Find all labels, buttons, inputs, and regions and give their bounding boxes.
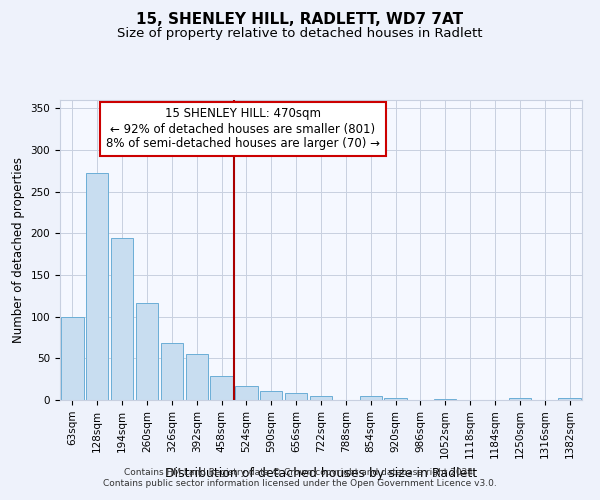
Text: 15 SHENLEY HILL: 470sqm
← 92% of detached houses are smaller (801)
8% of semi-de: 15 SHENLEY HILL: 470sqm ← 92% of detache… — [106, 108, 380, 150]
Text: 15, SHENLEY HILL, RADLETT, WD7 7AT: 15, SHENLEY HILL, RADLETT, WD7 7AT — [136, 12, 464, 28]
Bar — [359, 396, 382, 400]
Bar — [61, 316, 83, 400]
Bar — [161, 342, 183, 400]
Bar — [211, 376, 233, 400]
Y-axis label: Number of detached properties: Number of detached properties — [12, 157, 25, 343]
Text: Size of property relative to detached houses in Radlett: Size of property relative to detached ho… — [117, 28, 483, 40]
Bar — [434, 399, 457, 400]
Text: Contains HM Land Registry data © Crown copyright and database right 2024.
Contai: Contains HM Land Registry data © Crown c… — [103, 468, 497, 487]
Bar — [86, 174, 109, 400]
Bar — [185, 354, 208, 400]
Bar — [385, 398, 407, 400]
Bar — [310, 396, 332, 400]
Bar — [509, 398, 531, 400]
Bar — [559, 398, 581, 400]
Bar — [235, 386, 257, 400]
Bar — [260, 391, 283, 400]
Bar — [111, 238, 133, 400]
Bar — [136, 304, 158, 400]
X-axis label: Distribution of detached houses by size in Radlett: Distribution of detached houses by size … — [165, 467, 477, 480]
Bar — [285, 394, 307, 400]
